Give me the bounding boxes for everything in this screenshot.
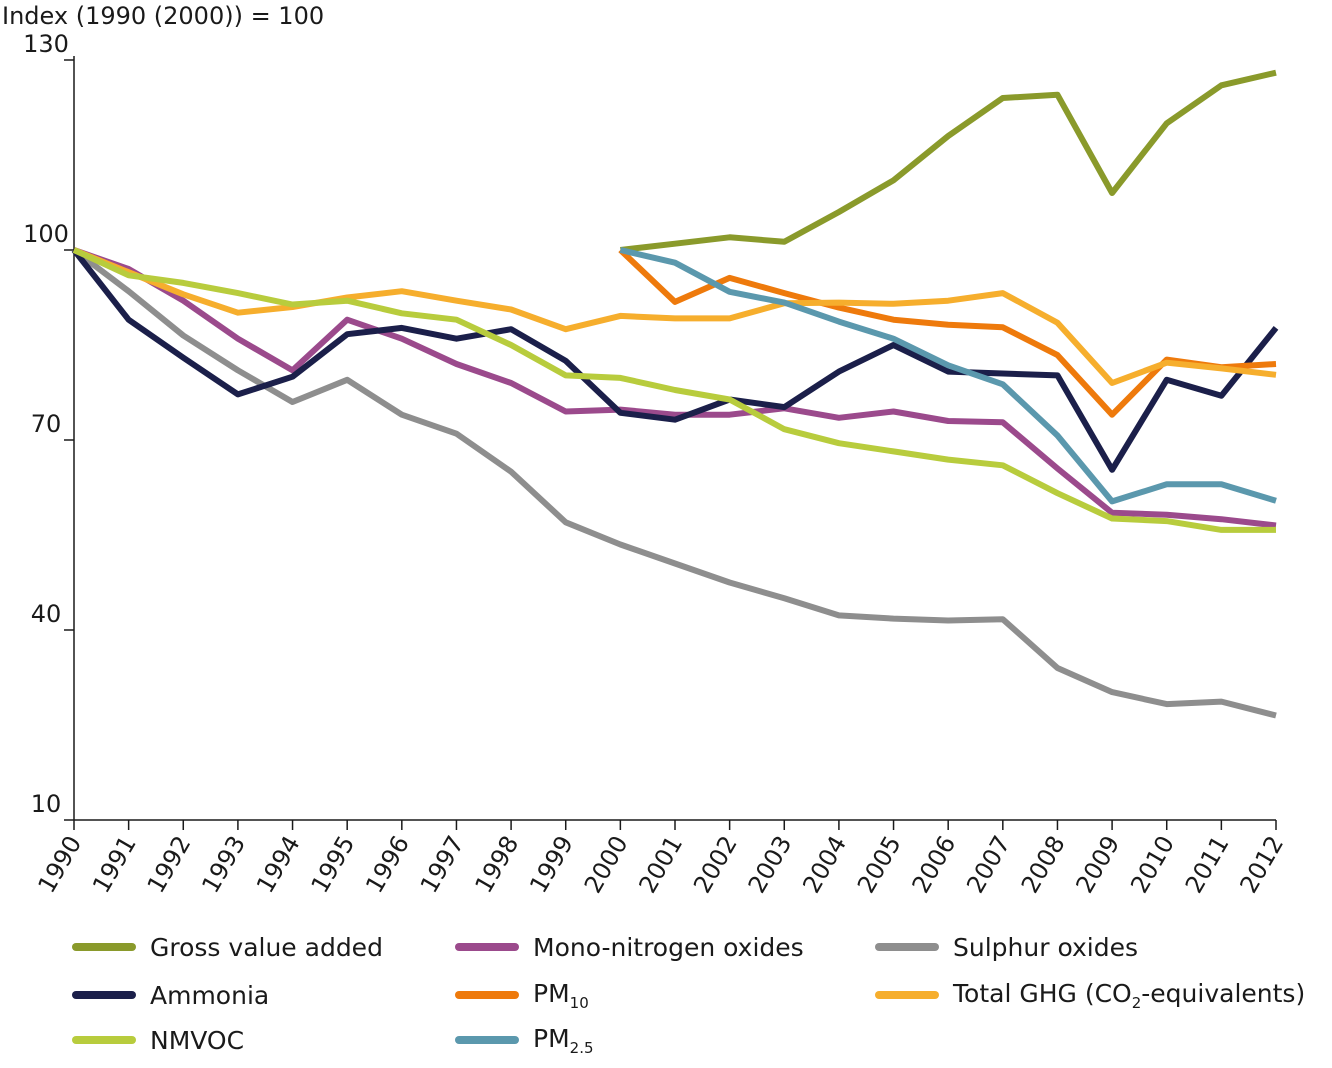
series-line-1: [73, 247, 1277, 529]
x-tick-label: 1997: [415, 831, 470, 898]
x-tick-label: 2006: [907, 831, 962, 898]
y-tick-label: 10: [31, 790, 62, 818]
x-tick-label: 1993: [196, 831, 251, 898]
x-tick-label: 1998: [469, 831, 524, 898]
y-tick-label: 70: [31, 410, 62, 438]
x-tick-label: 1994: [251, 831, 306, 898]
series-line-3: [71, 248, 1279, 473]
y-tick-label: 40: [31, 600, 62, 628]
y-tick-label: 100: [23, 220, 69, 248]
x-tick-label: 2002: [688, 831, 743, 898]
x-tick-label: 2008: [1016, 831, 1071, 898]
x-tick-label: 2003: [743, 831, 798, 898]
series-line-2: [72, 247, 1277, 719]
x-tick-label: 2012: [1234, 831, 1289, 898]
x-tick-label: 2000: [579, 831, 634, 898]
x-tick-label: 2001: [633, 831, 688, 898]
x-tick-label: 1996: [360, 831, 415, 898]
y-axis-label: Index (1990 (2000)) = 100: [2, 2, 325, 30]
x-tick-label: 1990: [32, 831, 87, 898]
x-tick-label: 2009: [1070, 831, 1125, 898]
x-tick-label: 1992: [142, 831, 197, 898]
series-layer: [71, 69, 1279, 719]
x-tick-label: 1991: [87, 831, 142, 898]
y-tick-label: 130: [23, 30, 69, 58]
series-line-7: [619, 247, 1277, 505]
axes: 10 40 70 100 130 1990 1991 1992 1993 1994 1995 1996…: [23, 30, 1289, 898]
x-tick-label: 1995: [306, 831, 361, 898]
x-tick-label: 1999: [524, 831, 579, 898]
series-line-6: [72, 247, 1276, 533]
series-line-5: [72, 247, 1277, 386]
series-line-4: [618, 247, 1277, 418]
x-tick-label: 2004: [797, 831, 852, 898]
x-tick-label: 2005: [852, 831, 907, 898]
x-tick-label: 2010: [1125, 831, 1180, 898]
x-tick-label: 2007: [961, 831, 1016, 898]
series-line-0: [620, 69, 1277, 253]
x-tick-label: 2011: [1180, 831, 1235, 898]
